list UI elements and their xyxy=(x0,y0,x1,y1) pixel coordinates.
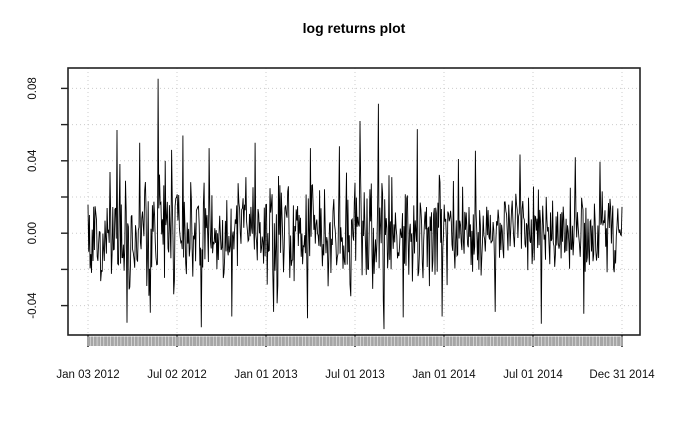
series-line xyxy=(87,78,623,330)
x-axis-label: Dec 31 2014 xyxy=(589,369,655,381)
plot-layers xyxy=(61,67,641,347)
y-axis-label: 0.08 xyxy=(27,77,39,99)
y-axis-label: -0.04 xyxy=(27,292,39,319)
x-axis-label: Jul 01 2013 xyxy=(325,369,384,381)
x-axis-label: Jan 03 2012 xyxy=(56,369,119,381)
plot-box xyxy=(67,67,641,336)
chart-title: log returns plot xyxy=(303,20,406,36)
x-axis-label: Jul 01 2014 xyxy=(503,369,563,381)
y-axis-label: 0.04 xyxy=(27,149,39,172)
y-axis-ticks xyxy=(61,87,68,307)
x-axis-label: Jan 01 2014 xyxy=(412,369,476,381)
y-axis-label: 0.00 xyxy=(27,222,39,244)
x-axis-label: Jan 01 2013 xyxy=(234,369,297,381)
x-axis-label: Jul 02 2012 xyxy=(147,369,206,381)
gridlines xyxy=(68,68,640,335)
rug-date-ticks xyxy=(87,336,623,346)
